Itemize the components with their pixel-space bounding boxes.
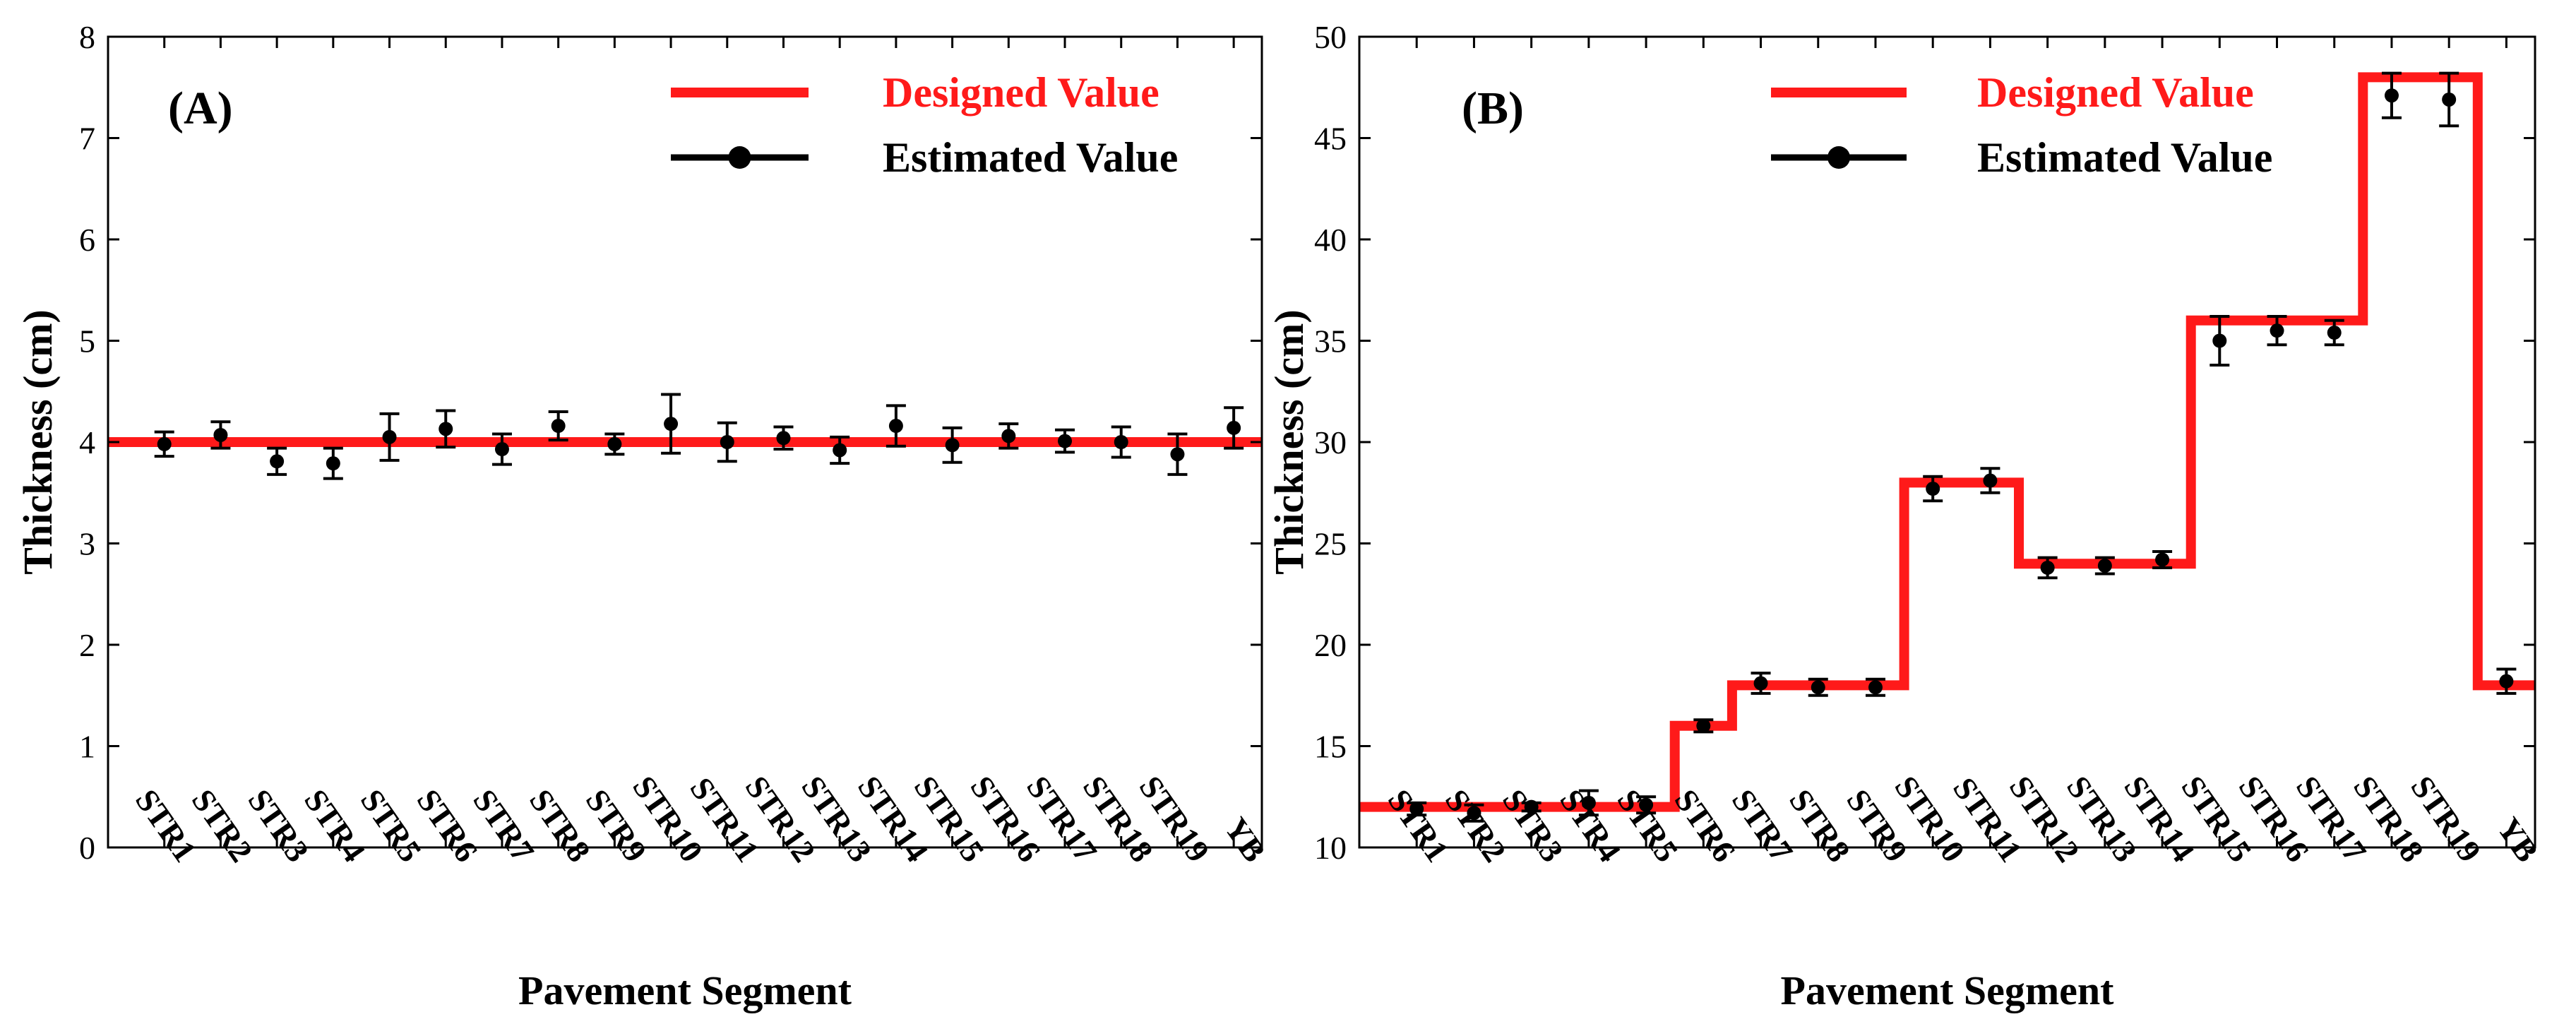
y-tick-label: 6 <box>79 222 95 258</box>
estimated-value-point <box>2499 674 2514 689</box>
y-tick-label: 8 <box>79 19 95 55</box>
x-tick-label: STR4 <box>1553 782 1628 868</box>
x-tick-label: STR2 <box>185 782 260 868</box>
estimated-value-point <box>1409 802 1424 816</box>
x-tick-label: STR6 <box>410 782 485 868</box>
estimated-value-point <box>1524 799 1539 814</box>
estimated-value-point <box>157 436 172 451</box>
estimated-value-point <box>2097 559 2112 573</box>
estimated-value-point <box>664 417 679 431</box>
estimated-value-point <box>1058 434 1073 448</box>
y-axis-title: Thickness (cm) <box>1266 309 1312 574</box>
estimated-value-point <box>1114 435 1128 449</box>
legend-label-estimated: Estimated Value <box>1977 134 2272 181</box>
designed-value-line <box>1359 72 2535 812</box>
x-tick-label: STR8 <box>523 782 597 868</box>
panel-label: (B) <box>1462 83 1524 134</box>
estimated-value-point <box>494 442 509 457</box>
estimated-value-point <box>1001 429 1016 443</box>
legend-label-designed: Designed Value <box>883 69 1159 116</box>
legend-label-designed: Designed Value <box>1977 69 2254 116</box>
estimated-value-point <box>1581 795 1596 810</box>
estimated-value-point <box>1811 680 1825 695</box>
x-tick-label: STR4 <box>297 782 372 868</box>
y-tick-label: 4 <box>79 424 95 460</box>
estimated-value-point <box>1227 420 1241 435</box>
estimated-value-point <box>213 427 228 442</box>
x-tick-label: STR7 <box>466 782 541 868</box>
estimated-value-point <box>2212 333 2227 348</box>
estimated-value-point <box>1753 676 1768 691</box>
legend-marker-estimated <box>728 146 751 169</box>
y-tick-label: 10 <box>1314 830 1347 866</box>
x-tick-label: STR8 <box>1782 782 1857 868</box>
estimated-value-point <box>439 422 453 436</box>
x-tick-label: YB <box>2491 811 2546 869</box>
y-tick-label: 5 <box>79 323 95 359</box>
estimated-value-point <box>945 438 960 453</box>
y-tick-label: 45 <box>1314 121 1347 157</box>
estimated-value-point <box>382 429 397 444</box>
estimated-value-point <box>833 443 847 458</box>
x-tick-label: STR1 <box>1381 782 1456 868</box>
x-tick-label: STR3 <box>1496 782 1570 868</box>
y-tick-label: 50 <box>1314 19 1347 55</box>
estimated-value-point <box>1983 473 1998 488</box>
estimated-value-point <box>1170 447 1185 462</box>
x-tick-label: STR5 <box>354 782 429 868</box>
estimated-value-point <box>888 419 903 434</box>
estimated-value-point <box>1639 797 1654 812</box>
estimated-value-point <box>2155 552 2170 567</box>
y-tick-label: 7 <box>79 121 95 157</box>
legend-label-estimated: Estimated Value <box>883 134 1178 181</box>
legend: Designed Value Estimated Value <box>1771 69 2272 181</box>
estimated-value-point <box>1926 482 1940 496</box>
y-tick-label: 20 <box>1314 627 1347 663</box>
x-tick-label: STR7 <box>1725 782 1800 868</box>
y-tick-label: 40 <box>1314 222 1347 258</box>
y-tick-label: 2 <box>79 627 95 663</box>
y-tick-label: 1 <box>79 729 95 765</box>
estimated-value-point <box>2384 88 2399 103</box>
estimated-value-point <box>270 454 285 469</box>
estimated-value-point <box>1868 680 1883 695</box>
y-tick-label: 0 <box>79 830 95 866</box>
estimated-value-point <box>551 419 566 434</box>
estimated-value-point <box>2040 560 2055 575</box>
y-tick-label: 25 <box>1314 526 1347 562</box>
y-axis-title: Thickness (cm) <box>15 309 61 574</box>
legend: Designed Value Estimated Value <box>671 69 1178 181</box>
x-tick-label: STR3 <box>241 782 316 868</box>
estimated-value-point <box>607 436 622 451</box>
x-axis-title: Pavement Segment <box>1781 967 2115 1013</box>
panel-b: 101520253035404550STR1STR2STR3STR4STR5ST… <box>1266 19 2546 1013</box>
estimated-value-point <box>2270 323 2284 338</box>
x-tick-label: YB <box>1217 811 1272 869</box>
panel-a: 0 1 2 3 4 5 6 7 8 STR1STR2STR3STR4STR5STR6STR7STR… <box>15 19 1273 1013</box>
estimated-value-point <box>776 431 791 446</box>
estimated-value-point <box>2442 92 2457 107</box>
estimated-value-point <box>326 456 340 471</box>
x-tick-label: STR1 <box>129 782 203 868</box>
x-tick-label: STR2 <box>1438 782 1513 868</box>
y-tick-label: 15 <box>1314 729 1347 765</box>
estimated-value-point <box>1467 806 1481 821</box>
x-axis-title: Pavement Segment <box>518 967 852 1013</box>
legend-marker-estimated <box>1827 146 1850 169</box>
y-tick-label: 35 <box>1314 323 1347 359</box>
estimated-value-point <box>2327 326 2342 340</box>
panel-label: (A) <box>168 83 233 134</box>
estimated-value-point <box>720 435 734 449</box>
estimated-value-point <box>1696 718 1711 733</box>
y-tick-label: 30 <box>1314 424 1347 460</box>
x-tick-label: STR6 <box>1668 782 1743 868</box>
y-tick-label: 3 <box>79 526 95 562</box>
